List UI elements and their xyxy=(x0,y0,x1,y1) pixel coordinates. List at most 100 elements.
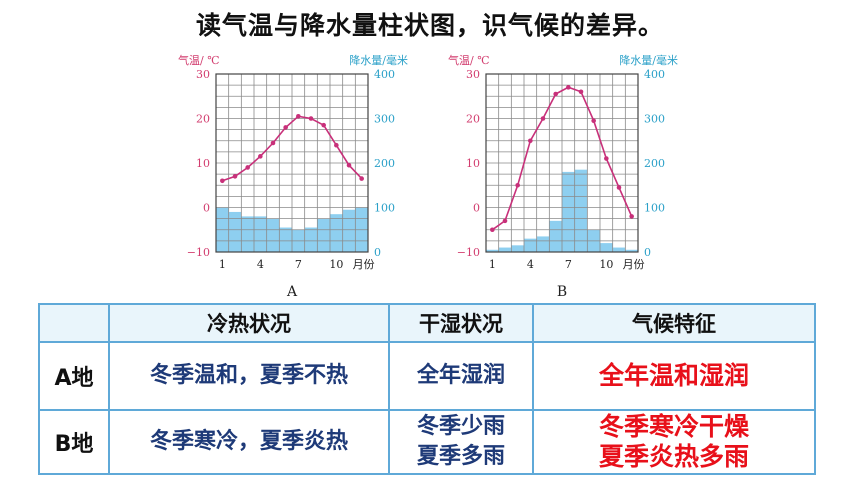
temperature-point xyxy=(490,227,495,233)
temperature-line xyxy=(222,115,363,182)
precip-tick-label: 0 xyxy=(374,246,381,259)
precip-bar xyxy=(524,238,537,252)
temperature-point xyxy=(334,142,339,148)
precip-tick-label: 200 xyxy=(374,157,395,170)
temperature-line xyxy=(491,86,633,231)
page-title: 读气温与降水量柱状图，识气候的差异。 xyxy=(195,11,664,40)
header-thermal: 冷热状况 xyxy=(108,303,390,343)
precip-tick-label: 400 xyxy=(374,68,395,81)
precip-bar xyxy=(498,247,512,252)
temp-tick-label: 10 xyxy=(196,157,210,170)
precip-bar xyxy=(241,216,254,252)
temp-axis-label: 气温/ ℃ xyxy=(448,53,490,67)
precip-bar xyxy=(279,227,292,252)
chart-caption: A xyxy=(286,284,298,300)
thermal-a: 冬季温和，夏季不热 xyxy=(108,341,390,411)
temp-tick-label: 30 xyxy=(196,68,210,81)
temperature-point xyxy=(604,156,609,161)
table-row: A地 冬季温和，夏季不热 全年湿润 全年温和湿润 xyxy=(38,341,816,411)
precip-tick-label: 400 xyxy=(644,68,665,81)
precip-tick-label: 100 xyxy=(644,202,665,215)
temperature-point xyxy=(528,138,533,144)
temperature-point xyxy=(359,176,364,181)
temperature-point xyxy=(308,116,314,121)
temperature-point xyxy=(540,116,546,121)
temp-tick-label: −10 xyxy=(187,246,210,259)
thermal-a-line-1: 冬季温和，夏季不热 xyxy=(149,363,348,388)
temperature-point xyxy=(321,122,326,128)
precip-axis-label: 降水量/毫米 xyxy=(349,53,408,67)
month-tick-label: 1 xyxy=(219,258,226,271)
temperature-point xyxy=(245,165,250,170)
table-row: B地 冬季寒冷，夏季炎热 冬季少雨 夏季多雨 冬季寒冷干燥 夏季炎热多雨 xyxy=(38,409,816,475)
temperature-point xyxy=(502,218,508,224)
temperature-point xyxy=(296,113,301,119)
precip-bar xyxy=(486,249,499,252)
temperature-point xyxy=(591,118,596,124)
row-label-b: B地 xyxy=(38,409,110,475)
temperature-point xyxy=(553,91,558,97)
temperature-point xyxy=(258,154,263,159)
temperature-point xyxy=(616,185,622,190)
temperature-point xyxy=(220,178,225,184)
feature-b-line-2: 夏季炎热多雨 xyxy=(598,442,749,471)
temp-tick-label: 20 xyxy=(196,113,210,126)
precip-tick-label: 300 xyxy=(374,113,395,126)
precip-bar xyxy=(511,245,524,252)
precip-bar xyxy=(574,169,588,252)
month-tick-label: 7 xyxy=(565,258,572,271)
header-moisture: 干湿状况 xyxy=(388,303,534,343)
precip-bar xyxy=(536,236,550,252)
temp-tick-label: 0 xyxy=(473,202,480,215)
table-header-row: 冷热状况 干湿状况 气候特征 xyxy=(38,303,816,343)
feature-a: 全年温和湿润 xyxy=(532,341,816,411)
header-corner-cell xyxy=(38,303,110,343)
moisture-b: 冬季少雨 夏季多雨 xyxy=(388,409,534,475)
temp-tick-label: 0 xyxy=(203,202,210,215)
temp-tick-label: −10 xyxy=(457,246,480,259)
plot-frame xyxy=(485,73,639,253)
precip-bar xyxy=(304,227,318,252)
precip-bar xyxy=(600,243,613,252)
temperature-point xyxy=(566,85,571,90)
precip-bar xyxy=(612,247,626,252)
precip-bar xyxy=(562,171,575,252)
month-tick-label: 10 xyxy=(599,258,613,271)
temperature-point xyxy=(629,214,634,219)
thermal-b-line-1: 冬季寒冷，夏季炎热 xyxy=(149,429,348,454)
precip-tick-label: 100 xyxy=(374,202,395,215)
month-tick-label: 1 xyxy=(489,258,496,271)
precip-bar xyxy=(266,218,280,252)
temperature-point xyxy=(515,182,520,188)
month-tick-label: 4 xyxy=(257,258,264,271)
feature-b: 冬季寒冷干燥 夏季炎热多雨 xyxy=(532,409,816,475)
month-tick-label: 10 xyxy=(329,258,343,271)
precip-bar xyxy=(625,249,638,252)
precip-bar xyxy=(254,216,267,252)
precip-bar xyxy=(228,211,242,252)
plot-frame xyxy=(215,73,369,253)
month-axis-suffix: 月份 xyxy=(623,258,645,271)
precip-tick-label: 0 xyxy=(644,246,651,259)
temperature-point xyxy=(578,89,584,95)
precip-tick-label: 200 xyxy=(644,157,665,170)
moisture-a-line-1: 全年湿润 xyxy=(416,363,505,388)
precip-bar xyxy=(330,214,343,252)
chart-caption: B xyxy=(557,284,567,300)
temperature-point xyxy=(283,125,288,130)
temperature-point xyxy=(346,162,352,168)
temp-tick-label: 20 xyxy=(466,113,480,126)
temp-tick-label: 30 xyxy=(466,68,480,81)
feature-b-line-1: 冬季寒冷干燥 xyxy=(598,412,749,441)
precip-tick-label: 300 xyxy=(644,113,665,126)
month-tick-label: 7 xyxy=(295,258,302,271)
row-label-a: A地 xyxy=(38,341,110,411)
month-tick-label: 4 xyxy=(527,258,534,271)
moisture-b-line-1: 冬季少雨 xyxy=(416,414,505,439)
temperature-point xyxy=(270,140,276,146)
header-feature: 气候特征 xyxy=(532,303,816,343)
precip-bar xyxy=(342,209,356,252)
temp-axis-label: 气温/ ℃ xyxy=(178,53,220,67)
